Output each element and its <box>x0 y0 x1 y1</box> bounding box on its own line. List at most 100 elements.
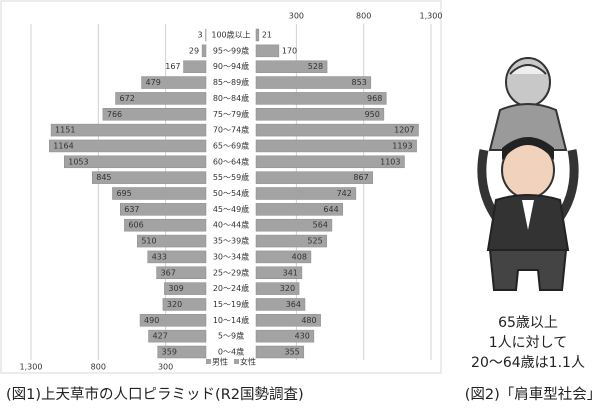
bar <box>148 329 207 343</box>
value-label: 644 <box>323 205 338 214</box>
value-label: 427 <box>153 332 168 341</box>
x-tick-label: 800 <box>356 12 371 21</box>
category-label: 15～19歳 <box>213 299 249 309</box>
bar <box>64 155 207 169</box>
value-label: 742 <box>337 189 352 198</box>
figure-caption: (図2)「肩車型社会」 <box>465 386 602 403</box>
value-label: 167 <box>165 62 180 71</box>
bar <box>255 266 303 279</box>
value-label: 490 <box>144 316 159 325</box>
bar <box>255 203 343 216</box>
value-label: 1053 <box>68 157 88 166</box>
bar <box>255 155 405 169</box>
value-label: 968 <box>367 94 382 103</box>
bar <box>255 28 260 42</box>
value-label: 950 <box>365 110 380 119</box>
value-label: 341 <box>283 268 298 277</box>
chart-frame <box>0 0 442 374</box>
x-tick-label: 1,300 <box>420 12 443 21</box>
category-label: 30～34歳 <box>213 251 249 261</box>
value-label: 1207 <box>394 126 414 135</box>
value-label: 853 <box>352 78 367 87</box>
bar <box>156 266 207 279</box>
category-label: 75～79歳 <box>213 109 249 119</box>
bar <box>255 329 315 343</box>
value-label: 606 <box>128 221 143 230</box>
value-label: 528 <box>308 62 323 71</box>
chart-title: (図1)上天草市の人口ピラミッド(R2国勢調査) <box>6 386 304 403</box>
chart: 1,300 1,300 800 800 300 300 100歳以上 3 21 95～99歳 29 1… <box>20 12 443 372</box>
category-label: 55～59歳 <box>213 172 249 182</box>
bar <box>255 76 372 89</box>
bar <box>139 314 207 327</box>
value-label: 364 <box>286 300 301 309</box>
category-label: 90～94歳 <box>213 61 249 71</box>
bar <box>255 92 387 105</box>
x-tick-label: 300 <box>158 363 173 372</box>
value-label: 564 <box>313 221 328 230</box>
bar <box>255 234 327 248</box>
value-label: 359 <box>162 348 177 357</box>
bar <box>255 171 373 184</box>
note-line: 20～64歳は1.1人 <box>471 355 585 371</box>
value-label: 637 <box>124 205 139 214</box>
category-label: 0～4歳 <box>218 347 244 357</box>
value-label: 408 <box>292 252 307 261</box>
bar <box>50 123 207 137</box>
category-label: 80～84歳 <box>213 93 249 103</box>
value-label: 170 <box>282 46 297 55</box>
category-label: 85～89歳 <box>213 77 249 87</box>
bar <box>255 108 385 121</box>
value-label: 480 <box>301 316 316 325</box>
bar <box>255 60 328 73</box>
legend-label: 男性 <box>212 357 228 367</box>
value-label: 845 <box>96 173 111 182</box>
value-label: 320 <box>167 300 182 309</box>
bar <box>164 282 207 295</box>
value-label: 355 <box>285 348 300 357</box>
category-label: 50～54歳 <box>213 188 249 198</box>
value-label: 510 <box>141 237 156 246</box>
legend-swatch <box>206 359 211 364</box>
x-tick-label: 300 <box>289 12 304 21</box>
bar <box>255 218 333 232</box>
value-label: 433 <box>152 252 167 261</box>
category-label: 10～14歳 <box>213 315 249 325</box>
legend-label: 女性 <box>240 357 256 367</box>
category-label: 25～29歳 <box>213 267 249 277</box>
value-label: 1151 <box>55 126 75 135</box>
category-label: 65～69歳 <box>213 140 249 150</box>
bar <box>255 187 357 200</box>
note-line: 65歳以上 <box>498 315 558 331</box>
x-tick-label: 1,300 <box>20 363 43 372</box>
category-label: 35～39歳 <box>213 236 249 246</box>
bar <box>141 76 207 89</box>
value-label: 430 <box>295 332 310 341</box>
category-label: 20～24歳 <box>213 283 249 293</box>
bar <box>201 44 207 58</box>
bar <box>137 234 207 248</box>
value-label: 867 <box>353 173 368 182</box>
category-label: 100歳以上 <box>211 30 250 40</box>
value-label: 479 <box>146 78 161 87</box>
bar <box>255 123 419 137</box>
bar <box>112 187 207 200</box>
bar <box>255 298 306 311</box>
bar <box>255 44 280 58</box>
bar <box>92 171 207 184</box>
category-label: 45～49歳 <box>213 204 249 214</box>
value-label: 766 <box>107 110 122 119</box>
value-label: 367 <box>161 268 176 277</box>
bar <box>124 218 207 232</box>
x-tick-label: 800 <box>91 363 106 372</box>
value-label: 309 <box>168 284 183 293</box>
category-label: 40～44歳 <box>213 220 249 230</box>
bar <box>183 60 207 73</box>
value-label: 1103 <box>380 157 400 166</box>
note-line: 1人に対して <box>489 335 568 351</box>
value-label: 1193 <box>392 141 412 150</box>
bar <box>102 108 207 121</box>
value-label: 525 <box>307 237 322 246</box>
value-label: 672 <box>120 94 135 103</box>
